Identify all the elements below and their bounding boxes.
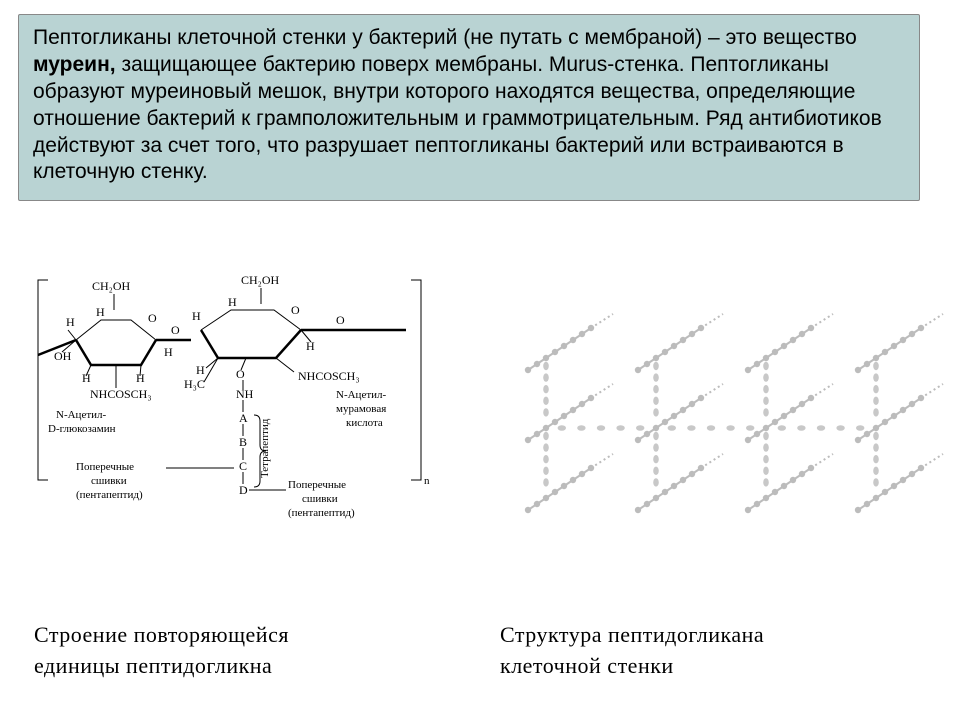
label-nam-3: кислота [346, 417, 383, 429]
atom-h3c: H₃C [184, 377, 205, 391]
callout-text-2: защищающее бактерию поверх мембраны. Mur… [33, 53, 882, 184]
callout-box: Пептогликаны клеточной стенки у бактерий… [18, 14, 920, 201]
subscript-n: n [424, 475, 430, 487]
pept-c: C [239, 459, 247, 473]
atom-h: H [192, 309, 201, 323]
atom-nh: NH [236, 387, 254, 401]
figures-region: n CH₂OH O H OH H H H NHCOSCH₃ O H CH₂OH … [18, 270, 938, 570]
caption-left: Строение повторяющейся единицы пептидогл… [34, 620, 434, 682]
atom-h: H [82, 371, 91, 385]
atom-h: H [96, 305, 105, 319]
atom-h: H [228, 295, 237, 309]
label-nag-2: D-глюкозамин [48, 423, 116, 435]
atom-o-bridge: O [171, 323, 180, 337]
callout-bold: муреин, [33, 53, 116, 76]
label-crosslink-l2: сшивки [91, 475, 127, 487]
caption-right-line2: клеточной стенки [500, 653, 674, 678]
caption-right-line1: Структура пептидогликана [500, 622, 764, 647]
callout-text-1: Пептогликаны клеточной стенки у бактерий… [33, 26, 857, 49]
atom-nhcosch3-l: NHCOSCH₃ [90, 387, 152, 401]
label-crosslink-l1: Поперечные [76, 461, 134, 473]
atom-nhcosch3-r: NHCOSCH₃ [298, 369, 360, 383]
label-crosslink-r2: сшивки [302, 493, 338, 505]
label-crosslink-l3: (пентапептид) [76, 489, 143, 501]
label-crosslink-r3: (пентапептид) [288, 507, 355, 519]
caption-right: Структура пептидогликана клеточной стенк… [500, 620, 920, 682]
label-nam-1: N-Ацетил- [336, 389, 387, 401]
pept-b: B [239, 435, 247, 449]
chemical-structure-diagram: n CH₂OH O H OH H H H NHCOSCH₃ O H CH₂OH … [36, 270, 456, 570]
atom-h: H [196, 363, 205, 377]
atom-h: H [66, 315, 75, 329]
atom-o-r: O [291, 303, 300, 317]
atom-h: H [164, 345, 173, 359]
atom-ch2oh-l: CH₂OH [92, 279, 131, 293]
atom-o-link: O [336, 313, 345, 327]
pept-d: D [239, 483, 248, 497]
label-nag-1: N-Ацетил- [56, 409, 107, 421]
atom-ch2oh-r: CH₂OH [241, 273, 280, 287]
label-nam-2: мурамовая [336, 403, 386, 415]
peptidoglycan-lattice [518, 290, 948, 550]
caption-left-line1: Строение повторяющейся [34, 622, 289, 647]
atom-o: O [236, 367, 245, 381]
caption-left-line2: единицы пептидогликна [34, 653, 272, 678]
atom-o-l: O [148, 311, 157, 325]
label-crosslink-r1: Поперечные [288, 479, 346, 491]
pept-a: A [239, 411, 248, 425]
